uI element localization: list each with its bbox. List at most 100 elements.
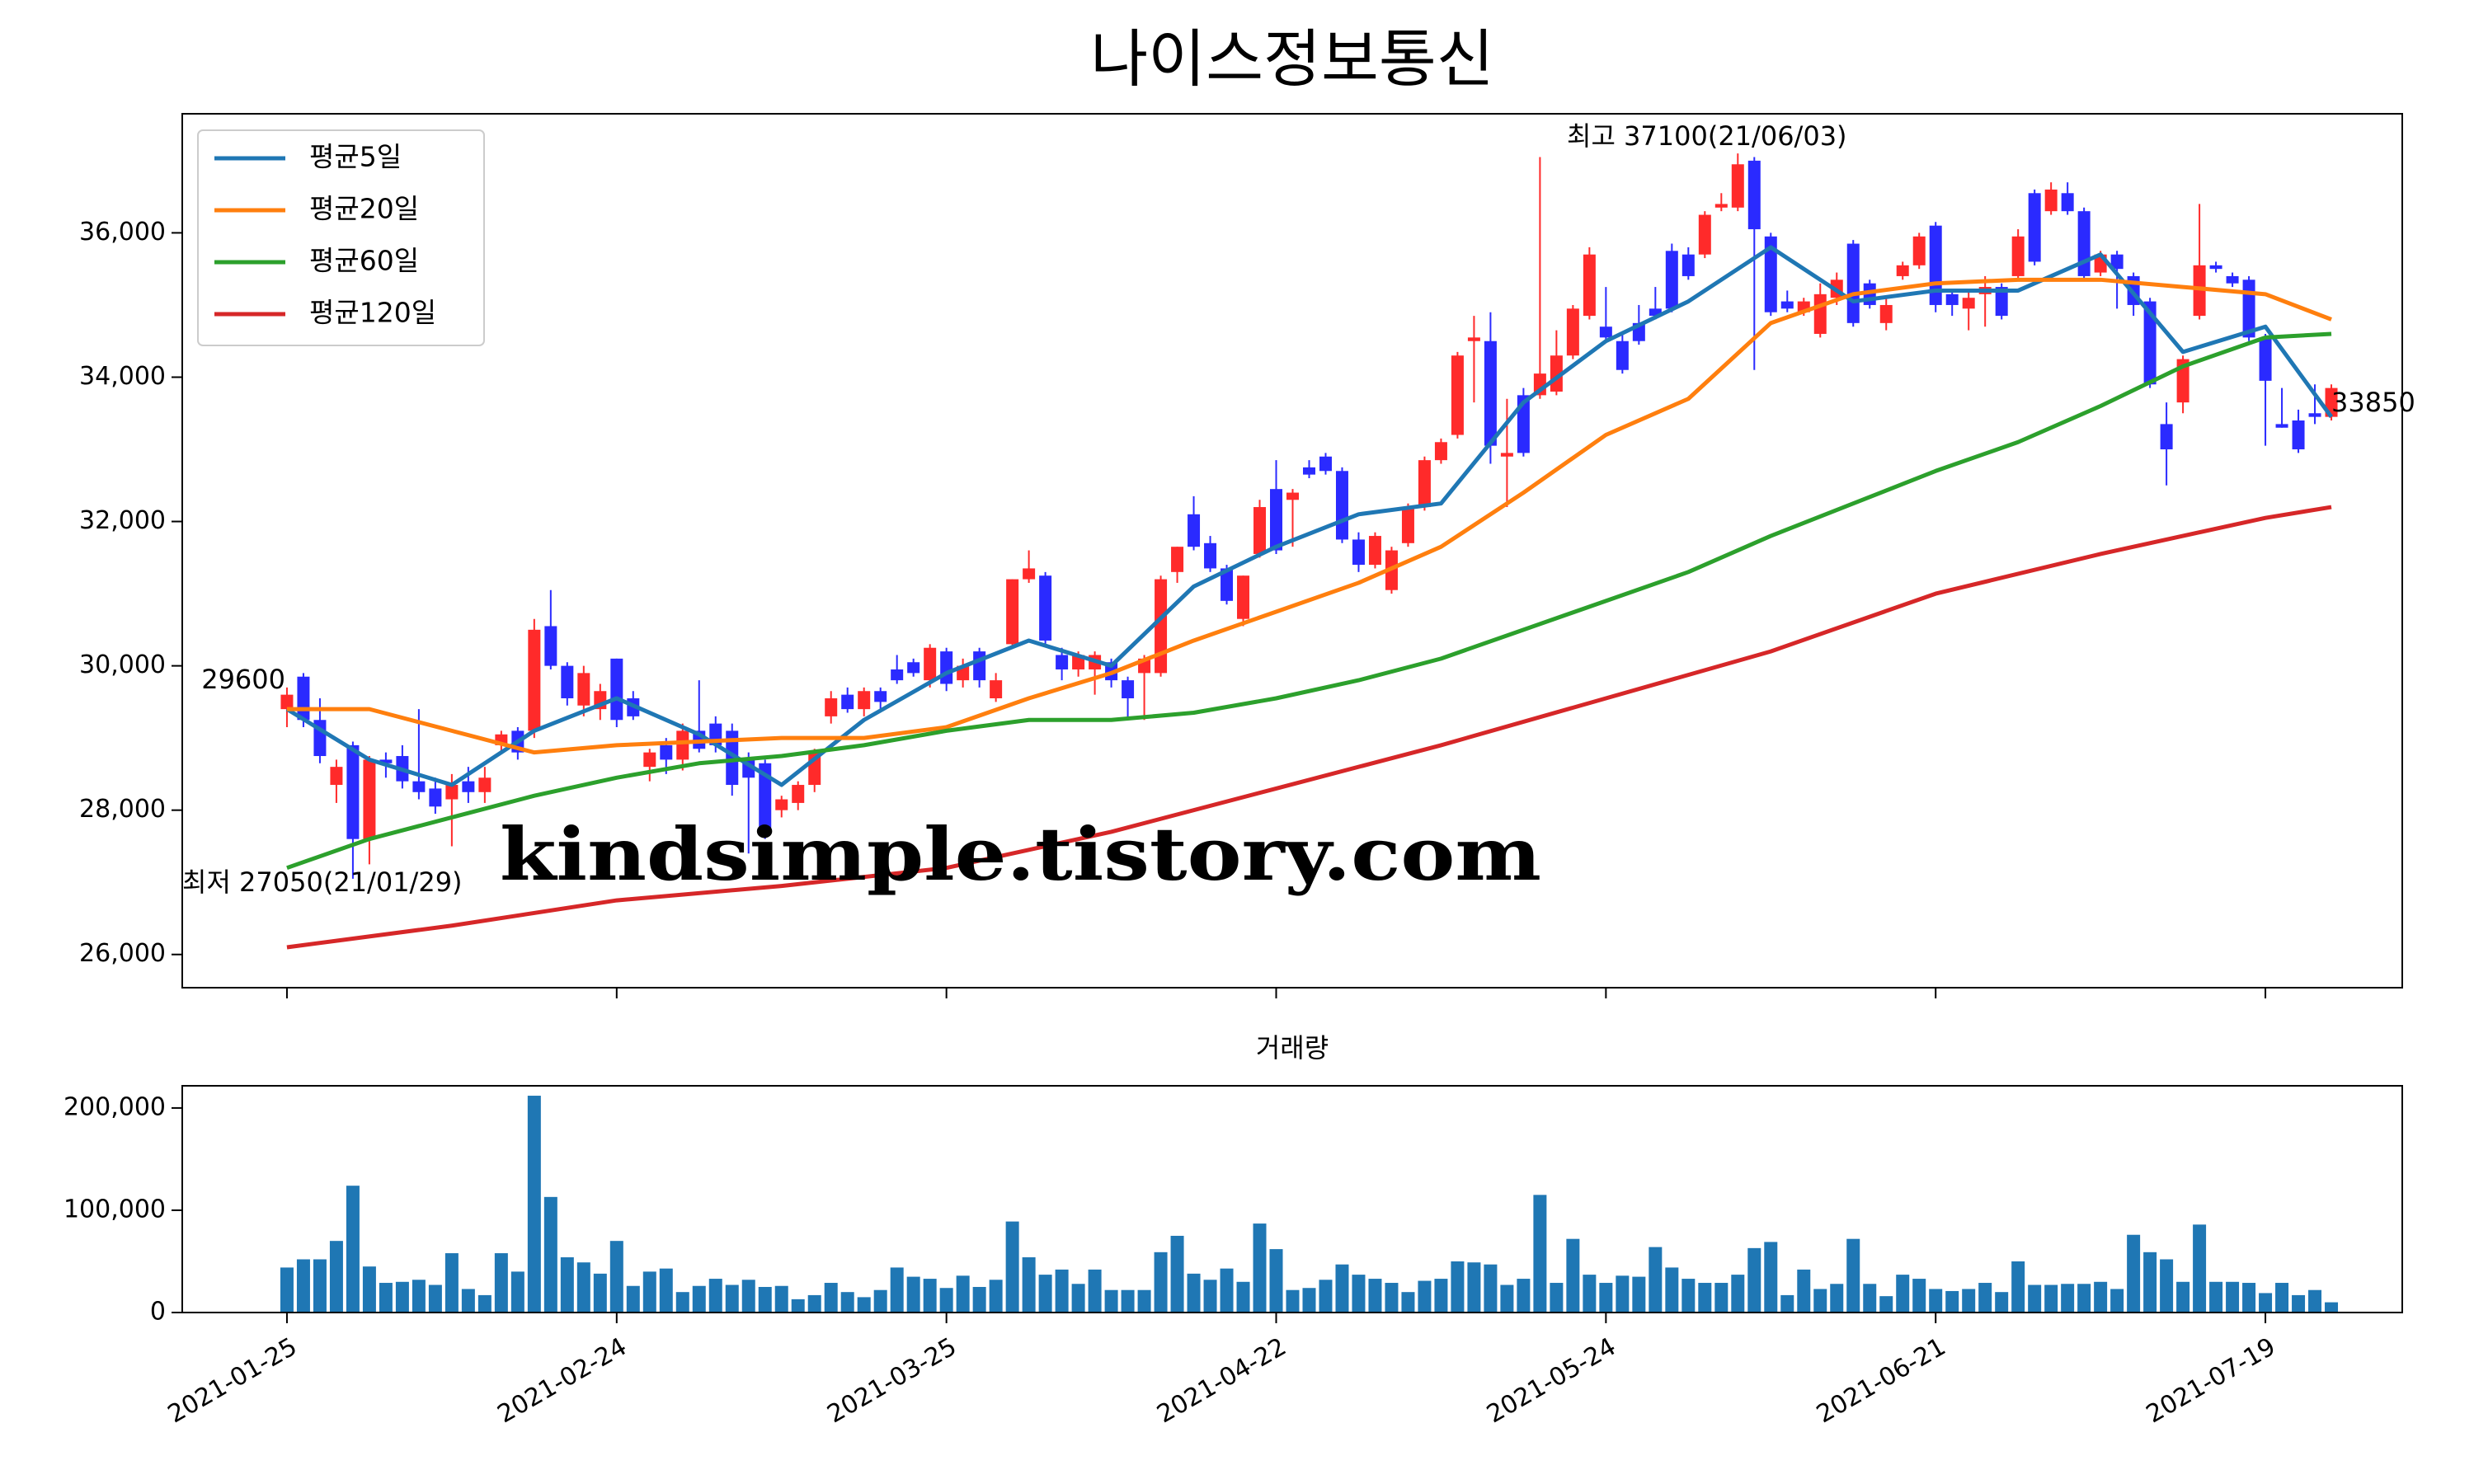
candle-body <box>1039 575 1052 641</box>
volume-bar <box>560 1257 574 1313</box>
volume-bar <box>1055 1269 1069 1313</box>
volume-bar <box>1583 1275 1597 1313</box>
candle-body <box>2209 265 2222 270</box>
candle-body <box>1879 304 1893 323</box>
candle-body <box>577 673 590 706</box>
volume-bar <box>1286 1289 1300 1313</box>
candle-body <box>841 694 854 710</box>
candle-body <box>1023 568 1036 580</box>
volume-bar <box>725 1284 739 1313</box>
volume-bar <box>313 1259 327 1313</box>
legend-label: 평균20일 <box>309 193 419 225</box>
volume-bar <box>1978 1283 1992 1313</box>
volume-bar <box>2143 1252 2157 1313</box>
volume-bar <box>1879 1296 1893 1313</box>
volume-title: 거래량 <box>1256 1032 1329 1064</box>
candle-body <box>412 781 426 792</box>
volume-bar <box>1649 1247 1663 1313</box>
volume-bar <box>989 1280 1003 1313</box>
candle-body <box>1368 536 1381 566</box>
volume-bar <box>2176 1281 2190 1313</box>
candle-body <box>1056 655 1069 669</box>
volume-bar <box>1352 1275 1366 1313</box>
volume-bar <box>1269 1249 1283 1313</box>
candle-body <box>1747 160 1761 230</box>
volume-bar <box>1088 1269 1102 1313</box>
volume-bar <box>412 1280 426 1313</box>
volume-bar <box>593 1273 607 1313</box>
volume-bar <box>1022 1257 1036 1313</box>
candle-body <box>1896 265 1909 276</box>
volume-bar <box>2209 1281 2223 1313</box>
candle-body <box>478 777 492 792</box>
volume-bar <box>675 1292 689 1313</box>
volume-bar <box>1681 1279 1696 1313</box>
ma-line <box>286 505 2332 950</box>
volume-bar <box>609 1241 623 1313</box>
candle-body <box>2275 424 2288 428</box>
volume-bar <box>2028 1284 2042 1313</box>
candle-body <box>775 799 788 810</box>
candle-body <box>1616 340 1629 370</box>
volume-bar <box>1797 1269 1811 1313</box>
volume-bar <box>741 1280 755 1313</box>
ma-line <box>285 245 2334 787</box>
candle-body <box>1401 507 1414 543</box>
candle-body <box>2193 265 2206 317</box>
candle-body <box>1714 204 1728 208</box>
volume-bar <box>1104 1289 1118 1313</box>
candle-body <box>1962 298 1975 309</box>
volume-bar <box>1154 1252 1168 1313</box>
candle-body <box>1912 236 1926 265</box>
y-tick-label: 34,000 <box>79 362 166 391</box>
volume-bar <box>890 1267 904 1313</box>
volume-bar <box>296 1259 310 1313</box>
candle-body <box>1665 251 1678 309</box>
candle-body <box>874 691 887 702</box>
volume-bar <box>1434 1279 1448 1313</box>
volume-bar <box>1418 1280 1432 1313</box>
candle-body <box>2110 254 2124 270</box>
candle-body <box>1418 460 1431 508</box>
candle-body <box>1995 287 2008 317</box>
candle-body <box>2044 189 2058 212</box>
candle-body <box>610 658 623 721</box>
volume-bar <box>444 1253 459 1313</box>
candle-body <box>2077 211 2091 276</box>
volume-bar <box>972 1286 986 1313</box>
legend-label: 평균60일 <box>309 245 419 277</box>
volume-bar <box>2110 1289 2124 1313</box>
candle-body <box>1484 340 1497 446</box>
volume-bar <box>1813 1289 1827 1313</box>
volume-bar <box>2325 1302 2339 1313</box>
candle-body <box>1237 575 1250 619</box>
volume-bar <box>1830 1284 1844 1313</box>
candle-body <box>1467 337 1480 341</box>
volume-bar <box>840 1292 854 1313</box>
volume-bar <box>395 1281 409 1313</box>
y-tick-label: 30,000 <box>79 650 166 679</box>
ma-line <box>286 277 2332 755</box>
last-close-label: 33850 <box>2331 387 2415 418</box>
candle-body <box>528 629 541 731</box>
candle-body <box>1221 568 1234 601</box>
volume-bar <box>280 1267 294 1313</box>
candle-body <box>973 651 986 681</box>
volume-bar <box>1368 1279 1382 1313</box>
volume-bar <box>1187 1273 1201 1313</box>
candle-body <box>2011 236 2025 276</box>
volume-bar <box>461 1289 475 1313</box>
volume-bar <box>329 1241 343 1313</box>
candle-body <box>2226 275 2239 284</box>
volume-bar <box>923 1279 937 1313</box>
volume-bar <box>1929 1289 1943 1313</box>
volume-bar <box>1401 1292 1415 1313</box>
low-annotation: 최저 27050(21/01/29) <box>182 866 463 898</box>
volume-bar <box>1121 1289 1135 1313</box>
volume-bar <box>2292 1294 2306 1313</box>
volume-bar <box>1550 1283 1564 1313</box>
candle-body <box>726 730 739 786</box>
legend-label: 평균5일 <box>309 141 402 173</box>
candle-body <box>1302 467 1315 475</box>
volume-bar <box>2011 1261 2025 1313</box>
